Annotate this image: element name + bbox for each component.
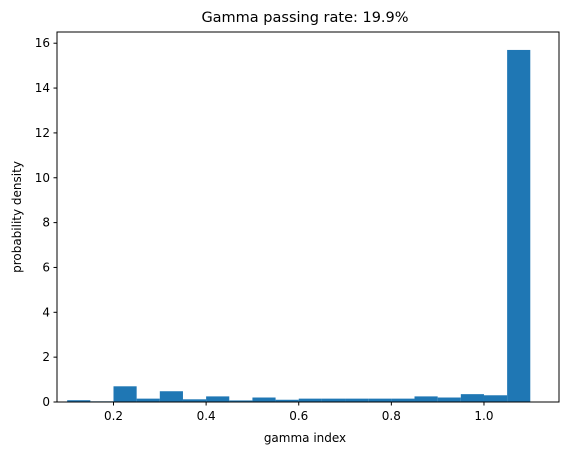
y-tick-label: 0 <box>42 395 50 409</box>
histogram-bar-14 <box>391 399 414 402</box>
x-axis-ticks: 0.2 0.4 0.6 0.8 1.0 <box>104 402 494 423</box>
histogram-bar-3 <box>137 399 160 402</box>
histogram-bar-11 <box>322 399 345 402</box>
histogram-bar-13 <box>368 399 391 402</box>
x-tick-label: 0.6 <box>289 409 308 423</box>
x-tick-label: 1.0 <box>474 409 493 423</box>
y-tick-label: 6 <box>42 260 50 274</box>
histogram-bars <box>67 50 530 402</box>
histogram-bar-17 <box>461 394 484 402</box>
histogram-bar-8 <box>252 398 275 402</box>
y-tick-label: 4 <box>42 305 50 319</box>
y-tick-label: 12 <box>35 126 50 140</box>
plot-frame <box>57 32 559 402</box>
y-axis-label: probability density <box>10 161 24 273</box>
histogram-bar-4 <box>160 391 183 402</box>
histogram-bar-19 <box>507 50 530 402</box>
histogram-bar-16 <box>438 398 461 402</box>
x-tick-label: 0.2 <box>104 409 123 423</box>
histogram-bar-18 <box>484 395 507 402</box>
histogram-bar-2 <box>113 386 136 402</box>
y-tick-label: 10 <box>35 171 50 185</box>
x-axis-label: gamma index <box>264 431 346 445</box>
y-axis-ticks: 0 2 4 6 8 10 12 14 16 <box>35 36 57 409</box>
histogram-bar-6 <box>206 396 229 402</box>
histogram-bar-15 <box>415 396 438 402</box>
y-tick-label: 16 <box>35 36 50 50</box>
chart-title: Gamma passing rate: 19.9% <box>201 10 408 26</box>
histogram-bar-10 <box>299 399 322 402</box>
histogram-bar-12 <box>345 399 368 402</box>
y-tick-label: 8 <box>42 216 50 230</box>
x-tick-label: 0.8 <box>382 409 401 423</box>
y-tick-label: 2 <box>42 350 50 364</box>
x-tick-label: 0.4 <box>197 409 216 423</box>
y-tick-label: 14 <box>35 81 50 95</box>
